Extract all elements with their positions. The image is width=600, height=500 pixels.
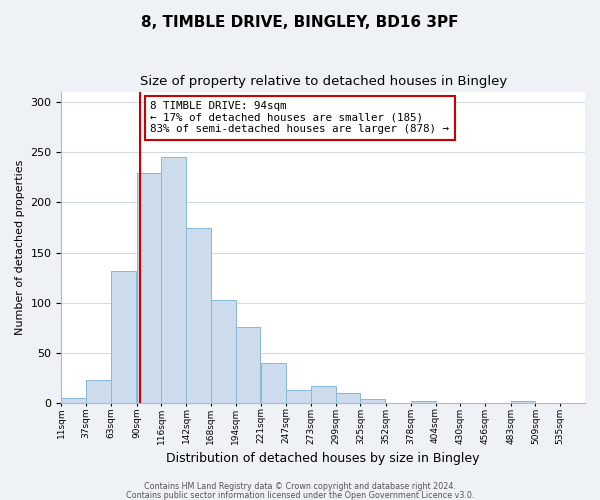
Bar [335, 393, 361, 403]
Text: 8 TIMBLE DRIVE: 94sqm
← 17% of detached houses are smaller (185)
83% of semi-det: 8 TIMBLE DRIVE: 94sqm ← 17% of detached … [151, 102, 449, 134]
Bar [61, 398, 86, 403]
Y-axis label: Number of detached properties: Number of detached properties [15, 160, 25, 335]
Text: Contains public sector information licensed under the Open Government Licence v3: Contains public sector information licen… [126, 490, 474, 500]
Bar [86, 380, 111, 403]
Text: 8, TIMBLE DRIVE, BINGLEY, BD16 3PF: 8, TIMBLE DRIVE, BINGLEY, BD16 3PF [141, 15, 459, 30]
Title: Size of property relative to detached houses in Bingley: Size of property relative to detached ho… [140, 75, 507, 88]
Bar [411, 401, 436, 403]
Bar [286, 390, 311, 403]
Bar [236, 327, 260, 403]
Bar [111, 270, 136, 403]
Bar [361, 399, 385, 403]
Bar [161, 157, 186, 403]
Bar [511, 401, 535, 403]
Text: Contains HM Land Registry data © Crown copyright and database right 2024.: Contains HM Land Registry data © Crown c… [144, 482, 456, 491]
Bar [311, 386, 335, 403]
X-axis label: Distribution of detached houses by size in Bingley: Distribution of detached houses by size … [166, 452, 480, 465]
Bar [137, 174, 161, 403]
Bar [186, 228, 211, 403]
Bar [211, 300, 236, 403]
Bar [262, 363, 286, 403]
